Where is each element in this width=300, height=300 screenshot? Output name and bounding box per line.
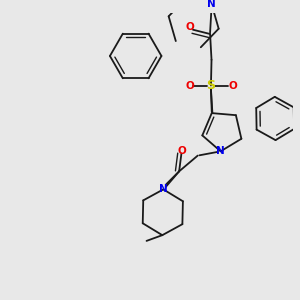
Text: N: N <box>159 184 168 194</box>
Text: N: N <box>207 0 216 9</box>
Text: O: O <box>228 80 237 91</box>
Text: O: O <box>185 80 194 91</box>
Text: O: O <box>186 22 194 32</box>
Text: O: O <box>178 146 186 156</box>
Text: S: S <box>206 79 215 92</box>
Text: N: N <box>216 146 225 156</box>
